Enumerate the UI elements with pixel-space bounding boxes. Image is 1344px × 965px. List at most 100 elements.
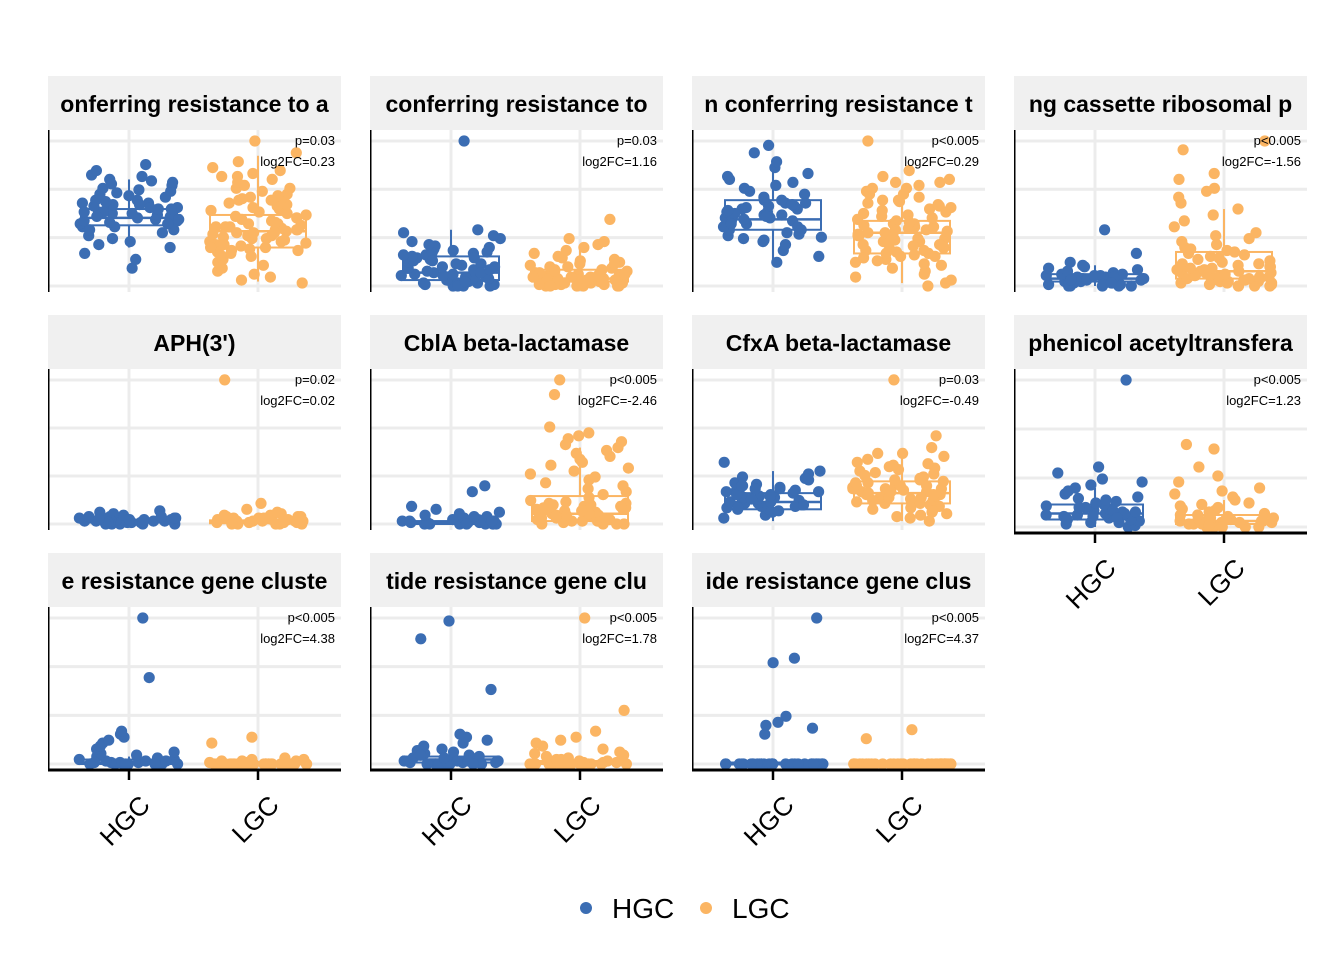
data-point — [419, 509, 431, 521]
data-point — [560, 509, 573, 521]
data-point — [781, 227, 793, 239]
data-point — [562, 261, 574, 273]
data-point — [788, 652, 801, 664]
data-point — [1173, 476, 1185, 488]
data-point — [140, 159, 152, 171]
data-point — [240, 758, 252, 770]
p-value-label: p<0.005 — [610, 372, 657, 387]
data-point — [909, 758, 921, 770]
data-point — [1090, 497, 1102, 509]
data-point — [255, 497, 267, 509]
data-point — [423, 239, 435, 251]
data-point — [604, 213, 616, 225]
data-point — [867, 503, 879, 515]
data-point — [565, 758, 578, 770]
data-point — [426, 255, 439, 267]
data-point — [892, 464, 905, 476]
data-point — [226, 518, 238, 530]
data-point — [140, 755, 152, 767]
data-point — [149, 758, 161, 770]
data-point — [73, 512, 85, 524]
data-point — [475, 758, 488, 770]
data-point — [493, 506, 505, 518]
data-point — [578, 241, 590, 254]
data-point — [554, 758, 566, 770]
data-point — [259, 241, 272, 254]
data-point — [116, 725, 128, 737]
data-point — [927, 489, 940, 501]
data-point — [915, 491, 927, 504]
data-point — [937, 475, 949, 487]
data-point — [860, 733, 872, 745]
data-point — [740, 202, 752, 214]
p-value-label: p<0.005 — [932, 133, 979, 148]
data-point — [1196, 498, 1208, 511]
facet-panel: onferring resistance to a p=0.03 log2FC=0.… — [48, 76, 341, 292]
data-point — [475, 267, 487, 279]
facet-title: onferring resistance to a — [60, 91, 329, 117]
data-point — [907, 240, 919, 252]
data-point — [1087, 510, 1099, 523]
data-point — [397, 249, 410, 261]
log2fc-label: log2FC=4.38 — [260, 631, 335, 646]
data-point — [816, 758, 828, 770]
data-point — [736, 758, 748, 770]
facet-panel: conferring resistance to p=0.03 log2FC=1.1… — [370, 76, 663, 292]
data-point — [225, 244, 238, 257]
data-point — [1111, 512, 1123, 524]
data-point — [466, 486, 478, 498]
data-point — [862, 487, 875, 499]
data-point — [1173, 191, 1185, 203]
data-point — [799, 472, 811, 484]
data-point — [256, 185, 268, 197]
data-point — [524, 259, 536, 271]
data-point — [479, 480, 491, 492]
data-point — [617, 480, 629, 492]
facet-panel: e resistance gene cluste p<0.005 log2FC=4.… — [48, 553, 341, 770]
data-point — [1243, 497, 1255, 509]
data-point — [131, 749, 143, 761]
data-point — [718, 512, 730, 524]
data-point — [204, 756, 216, 769]
data-point — [447, 268, 459, 280]
data-point — [544, 421, 556, 433]
data-point — [774, 481, 786, 493]
data-point — [926, 442, 938, 454]
data-point — [1250, 227, 1262, 239]
data-point — [851, 456, 863, 468]
data-point — [808, 758, 820, 770]
data-point — [459, 276, 471, 288]
data-point — [619, 268, 631, 280]
data-point — [614, 746, 626, 758]
data-point — [447, 514, 459, 526]
data-point — [595, 758, 607, 770]
data-point — [406, 236, 418, 248]
data-point — [291, 516, 303, 529]
facet-strip — [692, 553, 985, 607]
x-tick-label: HGC — [1060, 553, 1122, 615]
data-point — [1085, 479, 1097, 491]
facet-title: CfxA beta-lactamase — [726, 330, 951, 356]
data-point — [258, 512, 270, 524]
data-point — [913, 179, 925, 191]
data-point — [850, 271, 862, 283]
data-point — [927, 505, 939, 517]
legend: HGC LGC — [580, 893, 790, 924]
data-point — [243, 516, 255, 529]
log2fc-label: log2FC=1.78 — [582, 631, 657, 646]
data-point — [126, 262, 138, 274]
data-point — [207, 162, 219, 174]
data-point — [622, 462, 635, 474]
data-point — [857, 239, 869, 251]
data-point — [1077, 259, 1089, 271]
data-point — [806, 722, 819, 734]
data-point — [601, 444, 613, 457]
data-point — [481, 734, 493, 746]
p-value-label: p=0.02 — [295, 372, 335, 387]
data-point — [597, 489, 609, 501]
data-point — [918, 244, 930, 257]
data-point — [1176, 236, 1188, 248]
data-point — [764, 490, 776, 502]
data-point — [789, 484, 801, 496]
data-point — [281, 207, 293, 220]
